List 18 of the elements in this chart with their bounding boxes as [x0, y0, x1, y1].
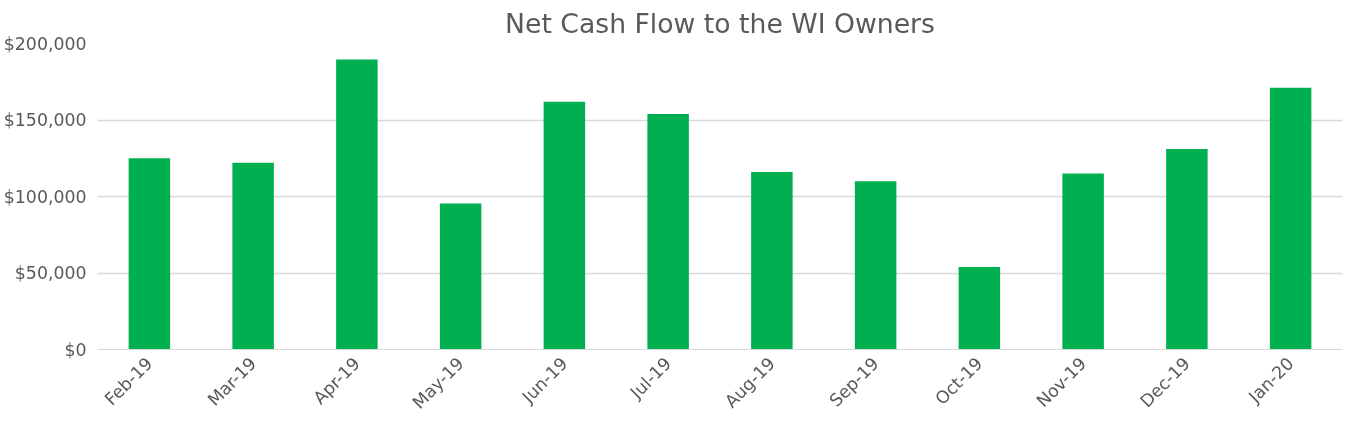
bar: [1166, 149, 1208, 350]
chart-title: Net Cash Flow to the WI Owners: [505, 7, 935, 39]
bar: [1269, 87, 1312, 350]
bar: [647, 113, 689, 350]
y-tick-label: $100,000: [3, 186, 87, 207]
y-tick-label: $200,000: [3, 33, 87, 54]
bar: [751, 172, 793, 350]
y-tick-label: $150,000: [3, 110, 87, 130]
bar: [958, 266, 1001, 350]
y-tick-label: $0: [64, 339, 87, 360]
bar: [1062, 173, 1104, 350]
bar: [439, 203, 482, 350]
bar: [854, 181, 897, 350]
bar: [543, 101, 586, 350]
bar: [128, 158, 171, 350]
y-tick-label: $50,000: [14, 263, 87, 283]
bar: [232, 162, 274, 350]
bar: [336, 59, 378, 350]
